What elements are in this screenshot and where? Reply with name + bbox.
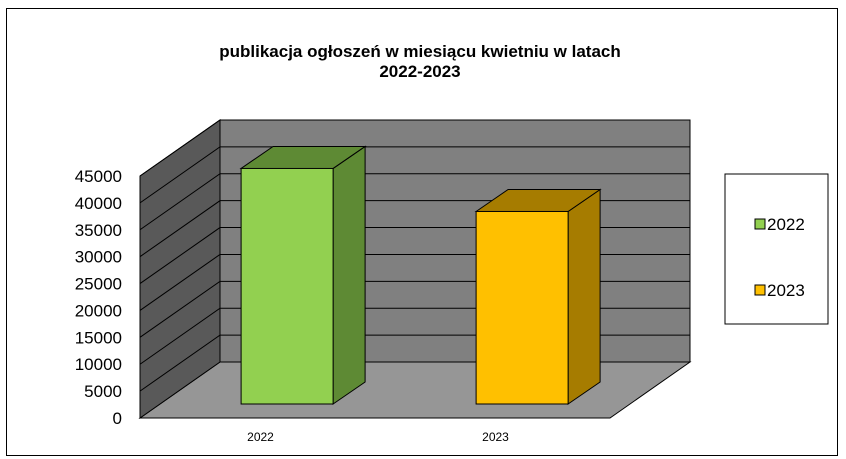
bar-front <box>475 210 569 405</box>
bar-front <box>240 167 334 405</box>
y-tick-label: 35000 <box>75 221 122 240</box>
y-tick-label: 10000 <box>75 355 122 374</box>
legend-label: 2022 <box>767 215 805 234</box>
bar-2023 <box>474 188 602 405</box>
gridline <box>139 146 690 204</box>
gridline <box>139 119 690 177</box>
y-axis-ticks: 0 5000 10000 15000 20000 25000 30000 35000 40000… <box>75 167 122 428</box>
x-tick-label: 2022 <box>247 430 274 444</box>
bars <box>239 145 602 405</box>
bar-2022 <box>239 145 367 405</box>
x-tick-label: 2023 <box>482 430 509 444</box>
y-tick-label: 0 <box>113 409 122 428</box>
y-tick-label: 40000 <box>75 194 122 213</box>
bar-side <box>567 188 601 405</box>
y-tick-label: 25000 <box>75 275 122 294</box>
chart-title-line1: publikacja ogłoszeń w miesiącu kwietniu … <box>219 42 621 61</box>
x-axis-ticks: 2022 2023 <box>247 430 509 444</box>
chart-walls <box>138 119 692 419</box>
gridline <box>139 173 690 231</box>
legend-swatch <box>754 284 766 296</box>
y-tick-label: 15000 <box>75 328 122 347</box>
y-tick-label: 20000 <box>75 301 122 320</box>
y-tick-label: 45000 <box>75 167 122 186</box>
chart-floor <box>138 361 692 419</box>
y-tick-label: 30000 <box>75 248 122 267</box>
legend-box <box>724 173 829 325</box>
chart-title: publikacja ogłoszeń w miesiącu kwietniu … <box>130 42 710 82</box>
y-tick-label: 5000 <box>84 382 122 401</box>
legend-label: 2023 <box>767 281 805 300</box>
chart-title-line2: 2022-2023 <box>379 62 461 81</box>
legend: 2022 2023 <box>724 173 829 325</box>
legend-swatch <box>754 218 766 230</box>
bar-side <box>332 145 366 405</box>
